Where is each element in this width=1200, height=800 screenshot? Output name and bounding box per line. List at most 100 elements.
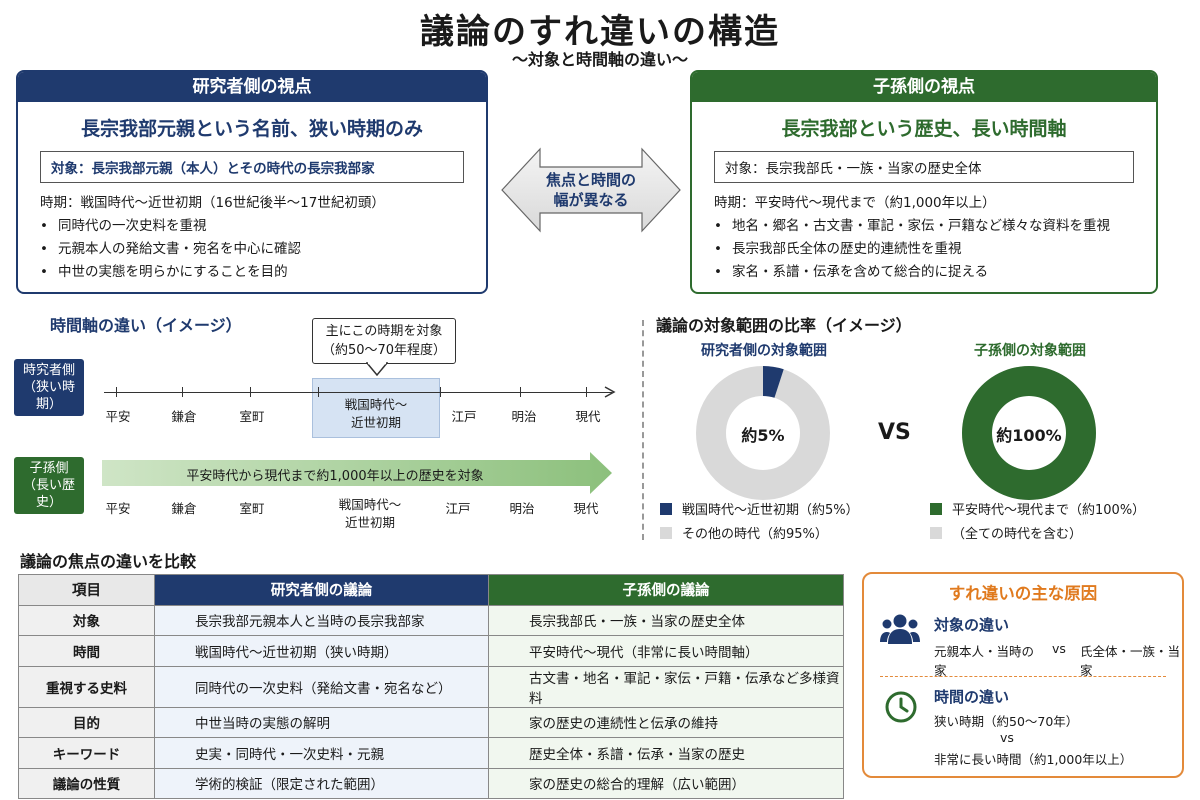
row-item: 対象	[18, 604, 155, 636]
legend-item: その他の時代（約95%）	[660, 523, 828, 542]
legend-item: （全ての時代を含む）	[930, 523, 1082, 542]
cause-target-left: 元親本人・当時の家	[934, 644, 1035, 678]
page-title: 議論のすれ違いの構造	[420, 12, 780, 52]
causes-title: すれ違いの主な原因	[948, 584, 1098, 603]
era-label: 明治	[511, 409, 537, 424]
era-label: 室町	[239, 409, 265, 424]
tag-line: 子孫側	[29, 461, 69, 476]
researcher-period: 時期：戦国時代〜近世初期（16世紀後半〜17世紀初頭）	[40, 195, 385, 211]
researcher-scope-donut	[696, 366, 830, 500]
table-row: キーワード 史実・同時代・一次史料・元親 歴史全体・系譜・伝承・当家の歴史	[18, 737, 844, 769]
donut-slice-descendant	[961, 366, 1096, 500]
legend-label: （全ての時代を含む）	[952, 527, 1083, 542]
timeline-tick	[586, 387, 587, 397]
researcher-target: 対象：長宗我部元親（本人）とその時代の長宗我部家	[40, 151, 464, 183]
table-row: 対象 長宗我部元親本人と当時の長宗我部家 長宗我部氏・一族・当家の歴史全体	[18, 604, 844, 636]
tag-line: （狭い時期）	[22, 380, 75, 412]
legend-item: 戦国時代〜近世初期（約5%）	[660, 499, 859, 518]
researcher-bullet: 中世の実態を明らかにすることを目的	[40, 261, 464, 284]
tag-line: （長い歴史）	[22, 478, 75, 510]
causes-box	[862, 572, 1184, 778]
double-arrow-icon	[501, 147, 681, 233]
era-line: 近世初期	[344, 515, 395, 530]
row-researcher: 中世当時の実態の解明	[154, 706, 489, 738]
row-descendant: 家の歴史の連続性と伝承の維持	[488, 706, 844, 738]
table-row: 目的 中世当時の実態の解明 家の歴史の連続性と伝承の維持	[18, 706, 844, 738]
table-row: 議論の性質 学術的検証（限定された範囲） 家の歴史の総合的理解（広い範囲）	[18, 767, 844, 799]
descendant-bullet: 家名・系譜・伝承を含めて総合的に捉える	[714, 261, 1134, 284]
timeline-researcher-tag: 時究者側 （狭い時期）	[14, 359, 84, 416]
era-label: 鎌倉	[171, 501, 197, 516]
researcher-panel-main: 長宗我部元親という名前、狭い時期のみ	[80, 118, 423, 140]
era-label: 現代	[575, 409, 601, 424]
descendant-bullet: 地名・郷名・古文書・軍記・家伝・戸籍など様々な資料を重視	[714, 215, 1134, 238]
row-descendant: 家の歴史の総合的理解（広い範囲）	[488, 767, 844, 799]
long-arrow-label: 平安時代から現代まで約1,000年以上の歴史を対象	[186, 469, 484, 484]
row-descendant: 長宗我部氏・一族・当家の歴史全体	[488, 604, 844, 636]
cause-target-detail: 元親本人・当時の家 vs 氏全体・一族・当家	[934, 641, 1184, 679]
researcher-scope-value: 約5%	[741, 426, 785, 445]
causes-separator	[880, 676, 1166, 677]
row-descendant: 平安時代〜現代（非常に長い時間軸）	[488, 635, 844, 667]
era-label: 江戸	[445, 501, 471, 516]
callout-line: 主にこの時期を対象	[325, 324, 443, 339]
middle-arrow-line1: 焦点と時間の	[545, 171, 636, 189]
vs-label: VS	[878, 420, 911, 445]
era-label: 室町	[239, 501, 265, 516]
researcher-panel-header: 研究者側の視点	[18, 72, 486, 102]
donut-slice-researcher	[763, 366, 784, 398]
timeline-tick	[520, 387, 521, 397]
cause-time-line2: 非常に長い時間（約1,000年以上）	[934, 752, 1133, 767]
timeline-heading: 時間軸の違い（イメージ）	[50, 316, 242, 335]
row-researcher: 史実・同時代・一次史料・元親	[154, 737, 489, 769]
row-researcher: 長宗我部元親本人と当時の長宗我部家	[154, 604, 489, 636]
legend-swatch	[660, 502, 672, 515]
timeline-tick	[250, 387, 251, 397]
descendant-panel: 子孫側の視点 長宗我部という歴史、長い時間軸 対象：長宗我部氏・一族・当家の歴史…	[690, 70, 1158, 294]
legend-swatch	[930, 502, 942, 515]
legend-item: 平安時代〜現代まで（約100%）	[930, 499, 1145, 518]
era-label: 明治	[509, 501, 535, 516]
descendant-scope-title: 子孫側の対象範囲	[974, 343, 1086, 359]
descendant-bullet: 長宗我部氏全体の歴史的連続性を重視	[714, 238, 1134, 261]
timeline-callout: 主にこの時期を対象 （約50〜70年程度）	[312, 318, 456, 364]
cause-target-heading: 対象の違い	[934, 616, 1010, 634]
legend-swatch	[930, 526, 942, 539]
cause-target-right: 氏全体・一族・当家	[1079, 644, 1180, 678]
descendant-target: 対象：長宗我部氏・一族・当家の歴史全体	[714, 151, 1134, 183]
focus-line: 戦国時代〜	[344, 397, 408, 412]
section-divider	[642, 320, 644, 540]
timeline-tick	[440, 387, 441, 397]
row-descendant: 古文書・地名・軍記・家伝・戸籍・伝承など多様資料	[488, 665, 844, 708]
descendant-panel-header: 子孫側の視点	[692, 72, 1156, 102]
legend-label: 平安時代〜現代まで（約100%）	[952, 503, 1146, 518]
timeline-focus-label: 戦国時代〜 近世初期	[312, 396, 440, 432]
descendant-bullets: 地名・郷名・古文書・軍記・家伝・戸籍など様々な資料を重視 長宗我部氏全体の歴史的…	[714, 215, 1134, 284]
researcher-panel: 研究者側の視点 長宗我部元親という名前、狭い時期のみ 対象：長宗我部元親（本人）…	[16, 70, 488, 294]
legend-swatch	[660, 526, 672, 539]
middle-arrow-line2: 幅が異なる	[553, 191, 629, 209]
row-item: 重視する史料	[18, 665, 155, 708]
table-header-row: 項目 研究者側の議論 子孫側の議論	[18, 574, 844, 606]
era-line: 戦国時代〜	[338, 497, 402, 512]
descendant-period: 時期：平安時代〜現代まで（約1,000年以上）	[714, 195, 996, 211]
table-row: 重視する史料 同時代の一次史料（発給文書・宛名など） 古文書・地名・軍記・家伝・戸籍…	[18, 665, 844, 708]
timeline-tick	[318, 387, 319, 397]
cause-time-line1: 狭い時期（約50〜70年）	[934, 714, 1079, 729]
timeline-focus-box	[312, 378, 440, 438]
row-item: 目的	[18, 706, 155, 738]
legend-label: その他の時代（約95%）	[682, 527, 828, 542]
row-researcher: 同時代の一次史料（発給文書・宛名など）	[154, 665, 489, 708]
ratio-heading: 議論の対象範囲の比率（イメージ）	[656, 316, 912, 335]
tag-line: 時究者側	[22, 363, 75, 378]
era-label: 平安	[105, 409, 131, 424]
cause-target-vs: vs	[1052, 641, 1066, 656]
researcher-bullets: 同時代の一次史料を重視 元親本人の発給文書・宛名を中心に確認 中世の実態を明らか…	[40, 215, 464, 284]
long-history-arrow-icon	[102, 452, 612, 494]
callout-pointer-icon	[366, 362, 388, 376]
row-item: キーワード	[18, 737, 155, 769]
timeline-descendant-tag: 子孫側 （長い歴史）	[14, 457, 84, 514]
era-label: 江戸	[451, 409, 477, 424]
header-item: 項目	[18, 574, 155, 606]
comparison-table: 項目 研究者側の議論 子孫側の議論 対象 長宗我部元親本人と当時の長宗我部家 長宗我…	[18, 574, 844, 799]
